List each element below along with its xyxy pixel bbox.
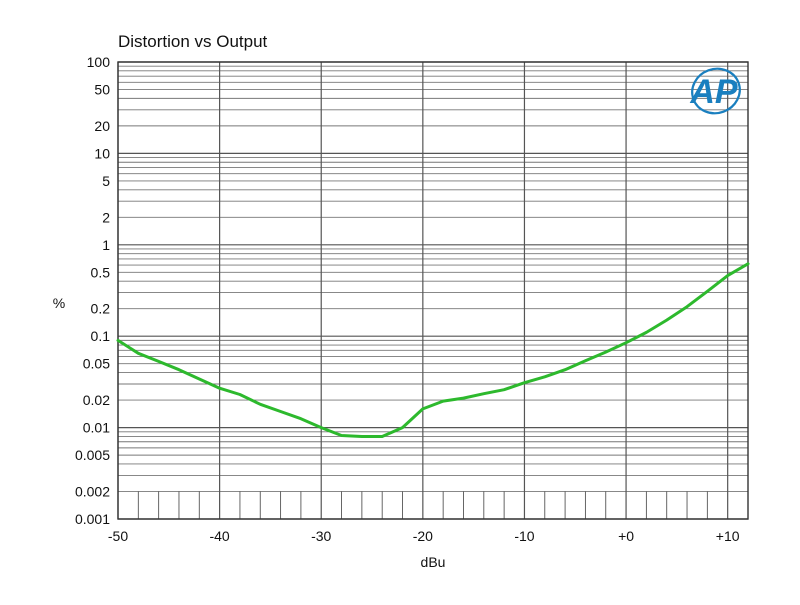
y-tick-label: 0.02	[83, 392, 110, 408]
y-tick-labels: 100 50 20 10 5 2 1 0.5 0.2 0.1 0.05 0.02 0.01 0.005 0.…	[75, 54, 110, 527]
y-tick-label: 2	[102, 209, 110, 225]
y-tick-label: 0.1	[91, 328, 111, 344]
series-line	[116, 262, 750, 438]
y-tick-label: 0.5	[91, 264, 111, 280]
series-layer	[116, 262, 750, 438]
x-axis-label: dBu	[421, 554, 446, 570]
chart-title: Distortion vs Output	[118, 32, 268, 51]
y-tick-label: 0.002	[75, 483, 110, 499]
y-tick-label: 100	[87, 54, 111, 70]
y-tick-label: 10	[94, 145, 110, 161]
ap-logo: AP	[689, 67, 741, 115]
x-tick-label: -50	[108, 528, 128, 544]
x-tick-labels: -50 -40 -30 -20 -10 +0 +10	[108, 528, 740, 544]
x-tick-label: +10	[716, 528, 740, 544]
x-tick-label: -20	[413, 528, 433, 544]
x-tick-label: +0	[618, 528, 634, 544]
y-tick-label: 0.01	[83, 420, 110, 436]
plot-frame	[117, 61, 749, 520]
logo-ring	[691, 67, 741, 115]
x-tick-label: -30	[311, 528, 331, 544]
logo-text: AP	[689, 73, 738, 111]
y-tick-label: 1	[102, 237, 110, 253]
y-tick-label: 0.2	[91, 301, 111, 317]
y-axis-label: %	[53, 295, 65, 311]
y-tick-label: 50	[94, 82, 110, 98]
y-tick-label: 5	[102, 173, 110, 189]
y-tick-label: 0.001	[75, 511, 110, 527]
grid	[117, 61, 749, 520]
x-tick-label: -40	[209, 528, 229, 544]
y-tick-label: 20	[94, 118, 110, 134]
y-tick-label: 0.005	[75, 447, 110, 463]
x-tick-label: -10	[514, 528, 534, 544]
y-tick-label: 0.05	[83, 356, 110, 372]
